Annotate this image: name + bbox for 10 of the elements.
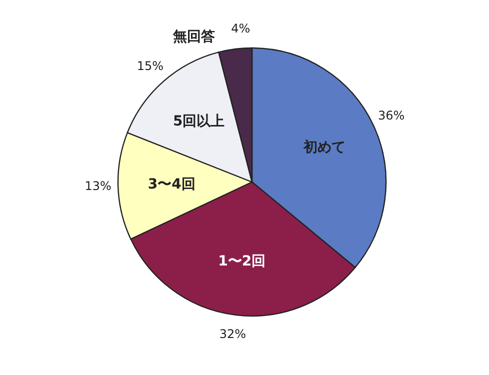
slice-label: 初めて: [302, 138, 346, 156]
slice-label: 無回答: [172, 28, 216, 45]
data-label: 15%: [136, 58, 164, 73]
slice-label: 3〜4回: [148, 176, 196, 192]
slice-label: 1〜2回: [218, 254, 266, 270]
data-label: 13%: [84, 179, 112, 194]
data-label: 4%: [231, 21, 250, 36]
data-label: 36%: [378, 108, 405, 123]
data-label: 32%: [219, 327, 246, 342]
slice-label: 5回以上: [172, 114, 225, 130]
